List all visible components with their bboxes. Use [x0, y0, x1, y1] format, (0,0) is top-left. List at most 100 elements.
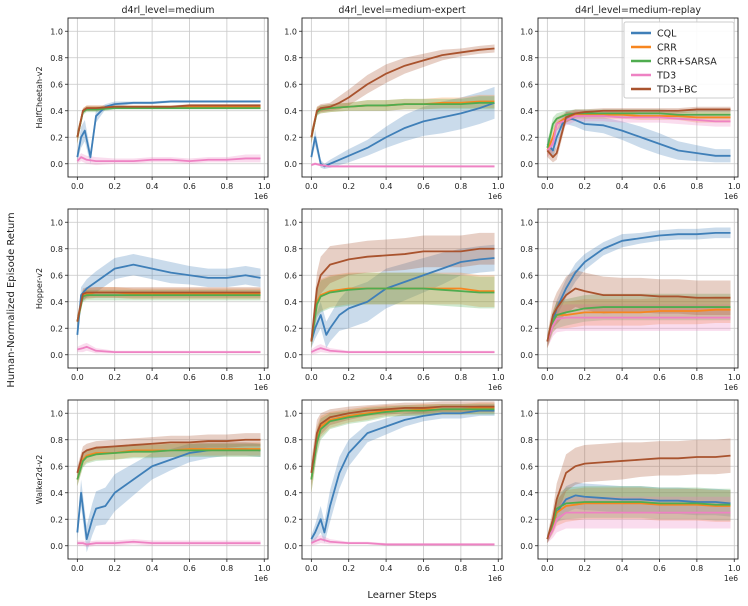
band-crr-sarsa — [311, 96, 495, 144]
band-td3-bc — [547, 269, 731, 349]
y-tick-label: 0.6 — [50, 271, 63, 280]
y-tick-label: 0.2 — [520, 133, 533, 142]
line-td3 — [311, 162, 495, 168]
x-tick-label: 1.0 — [258, 564, 271, 573]
x-tick-label: 0.8 — [455, 182, 468, 191]
band-td3 — [547, 304, 731, 349]
line-td3 — [546, 316, 731, 342]
band-td3-bc — [547, 438, 731, 544]
x-tick-label: 0.2 — [578, 182, 591, 191]
y-tick-label: 0.0 — [284, 160, 297, 169]
y-tick-label: 0.0 — [50, 542, 63, 551]
axes-frame — [301, 17, 503, 178]
line-crr-sarsa — [546, 112, 731, 149]
y-tick-label: 0.6 — [520, 80, 533, 89]
band-crr-sarsa — [77, 289, 261, 329]
y-tick-label: 1.0 — [50, 27, 63, 36]
x-tick-label: 0.4 — [616, 564, 629, 573]
line-td3-bc — [76, 291, 261, 322]
line-td3-bc — [546, 287, 731, 342]
y-tick-label: 0.6 — [50, 80, 63, 89]
panel-y-label: Hopper-v2 — [35, 268, 44, 309]
y-tick-label: 0.8 — [284, 245, 297, 254]
panel-title: d4rl_level=medium — [122, 5, 215, 16]
y-tick-label: 1.0 — [284, 218, 297, 227]
line-crr-sarsa — [546, 306, 731, 342]
panel-y-label: HalfCheetah-v2 — [35, 66, 44, 128]
figure-y-axis-label: Human-Normalized Episode Return — [6, 212, 17, 387]
line-td3-bc — [546, 454, 731, 540]
x-tick-label: 0.6 — [417, 182, 430, 191]
y-tick-label: 0.0 — [520, 542, 533, 551]
line-td3 — [546, 115, 731, 152]
y-tick-label: 1.0 — [284, 409, 297, 418]
x-scale-label: 1e6 — [488, 383, 502, 392]
line-crr-sarsa — [310, 287, 495, 342]
line-cql — [76, 263, 261, 335]
legend-label: TD3+BC — [656, 85, 697, 96]
x-tick-label: 1.0 — [492, 373, 505, 382]
line-crr — [76, 448, 261, 480]
line-td3-bc — [76, 104, 261, 138]
band-td3-bc — [77, 287, 261, 329]
x-tick-label: 1.0 — [728, 564, 741, 573]
band-crr — [311, 272, 495, 349]
line-crr-sarsa — [76, 449, 261, 480]
y-tick-label: 0.6 — [520, 271, 533, 280]
x-tick-label: 0.4 — [146, 182, 159, 191]
x-tick-label: 0.8 — [691, 564, 704, 573]
legend: CQL CRR CRR+SARSA TD3 TD3+BC — [623, 21, 735, 99]
axes-frame — [537, 208, 739, 369]
y-tick-label: 0.0 — [520, 351, 533, 360]
plot-area — [76, 100, 261, 166]
band-cql — [311, 405, 495, 544]
axes-frame — [537, 17, 739, 178]
y-tick-label: 0.6 — [284, 80, 297, 89]
x-scale-label: 1e6 — [488, 574, 502, 583]
y-tick-label: 0.2 — [520, 324, 533, 333]
x-scale-label: 1e6 — [254, 192, 268, 201]
x-tick-label: 1.0 — [492, 564, 505, 573]
panel-grid: 0.00.00.20.20.40.40.60.60.80.81.01.01e6d… — [35, 5, 741, 583]
x-tick-label: 0.6 — [417, 373, 430, 382]
plot-area — [76, 254, 261, 354]
x-tick-label: 0.0 — [71, 564, 84, 573]
y-tick-label: 0.0 — [284, 351, 297, 360]
plot-area — [546, 106, 731, 163]
line-td3 — [310, 538, 495, 546]
band-cql — [77, 442, 261, 553]
y-tick-label: 0.4 — [284, 298, 297, 307]
y-tick-label: 1.0 — [50, 218, 63, 227]
line-td3 — [310, 347, 495, 354]
x-scale-label: 1e6 — [488, 192, 502, 201]
x-tick-label: 0.0 — [541, 373, 554, 382]
band-crr — [77, 287, 261, 329]
x-scale-label: 1e6 — [254, 383, 268, 392]
y-tick-label: 0.0 — [50, 160, 63, 169]
panel-r1-c2: 0.00.00.20.20.40.40.60.60.80.81.01.01e6d… — [284, 5, 504, 201]
line-crr-sarsa — [310, 101, 495, 138]
line-crr-sarsa — [76, 294, 261, 322]
x-tick-label: 0.8 — [221, 182, 234, 191]
y-tick-label: 0.2 — [284, 515, 297, 524]
y-tick-label: 0.8 — [50, 54, 63, 63]
y-tick-label: 0.4 — [284, 107, 297, 116]
y-tick-label: 0.4 — [50, 489, 63, 498]
line-td3-bc — [310, 47, 495, 138]
legend-label: CQL — [657, 29, 677, 40]
line-td3-bc — [310, 247, 495, 342]
x-tick-label: 0.6 — [417, 564, 430, 573]
x-tick-label: 1.0 — [492, 182, 505, 191]
x-tick-label: 0.6 — [183, 182, 196, 191]
y-tick-label: 0.4 — [520, 489, 533, 498]
x-tick-label: 0.4 — [380, 564, 393, 573]
x-scale-label: 1e6 — [724, 574, 738, 583]
band-crr-sarsa — [77, 106, 261, 144]
x-tick-label: 1.0 — [728, 373, 741, 382]
line-cql — [310, 409, 495, 540]
band-crr — [547, 296, 731, 349]
line-td3 — [77, 540, 261, 546]
